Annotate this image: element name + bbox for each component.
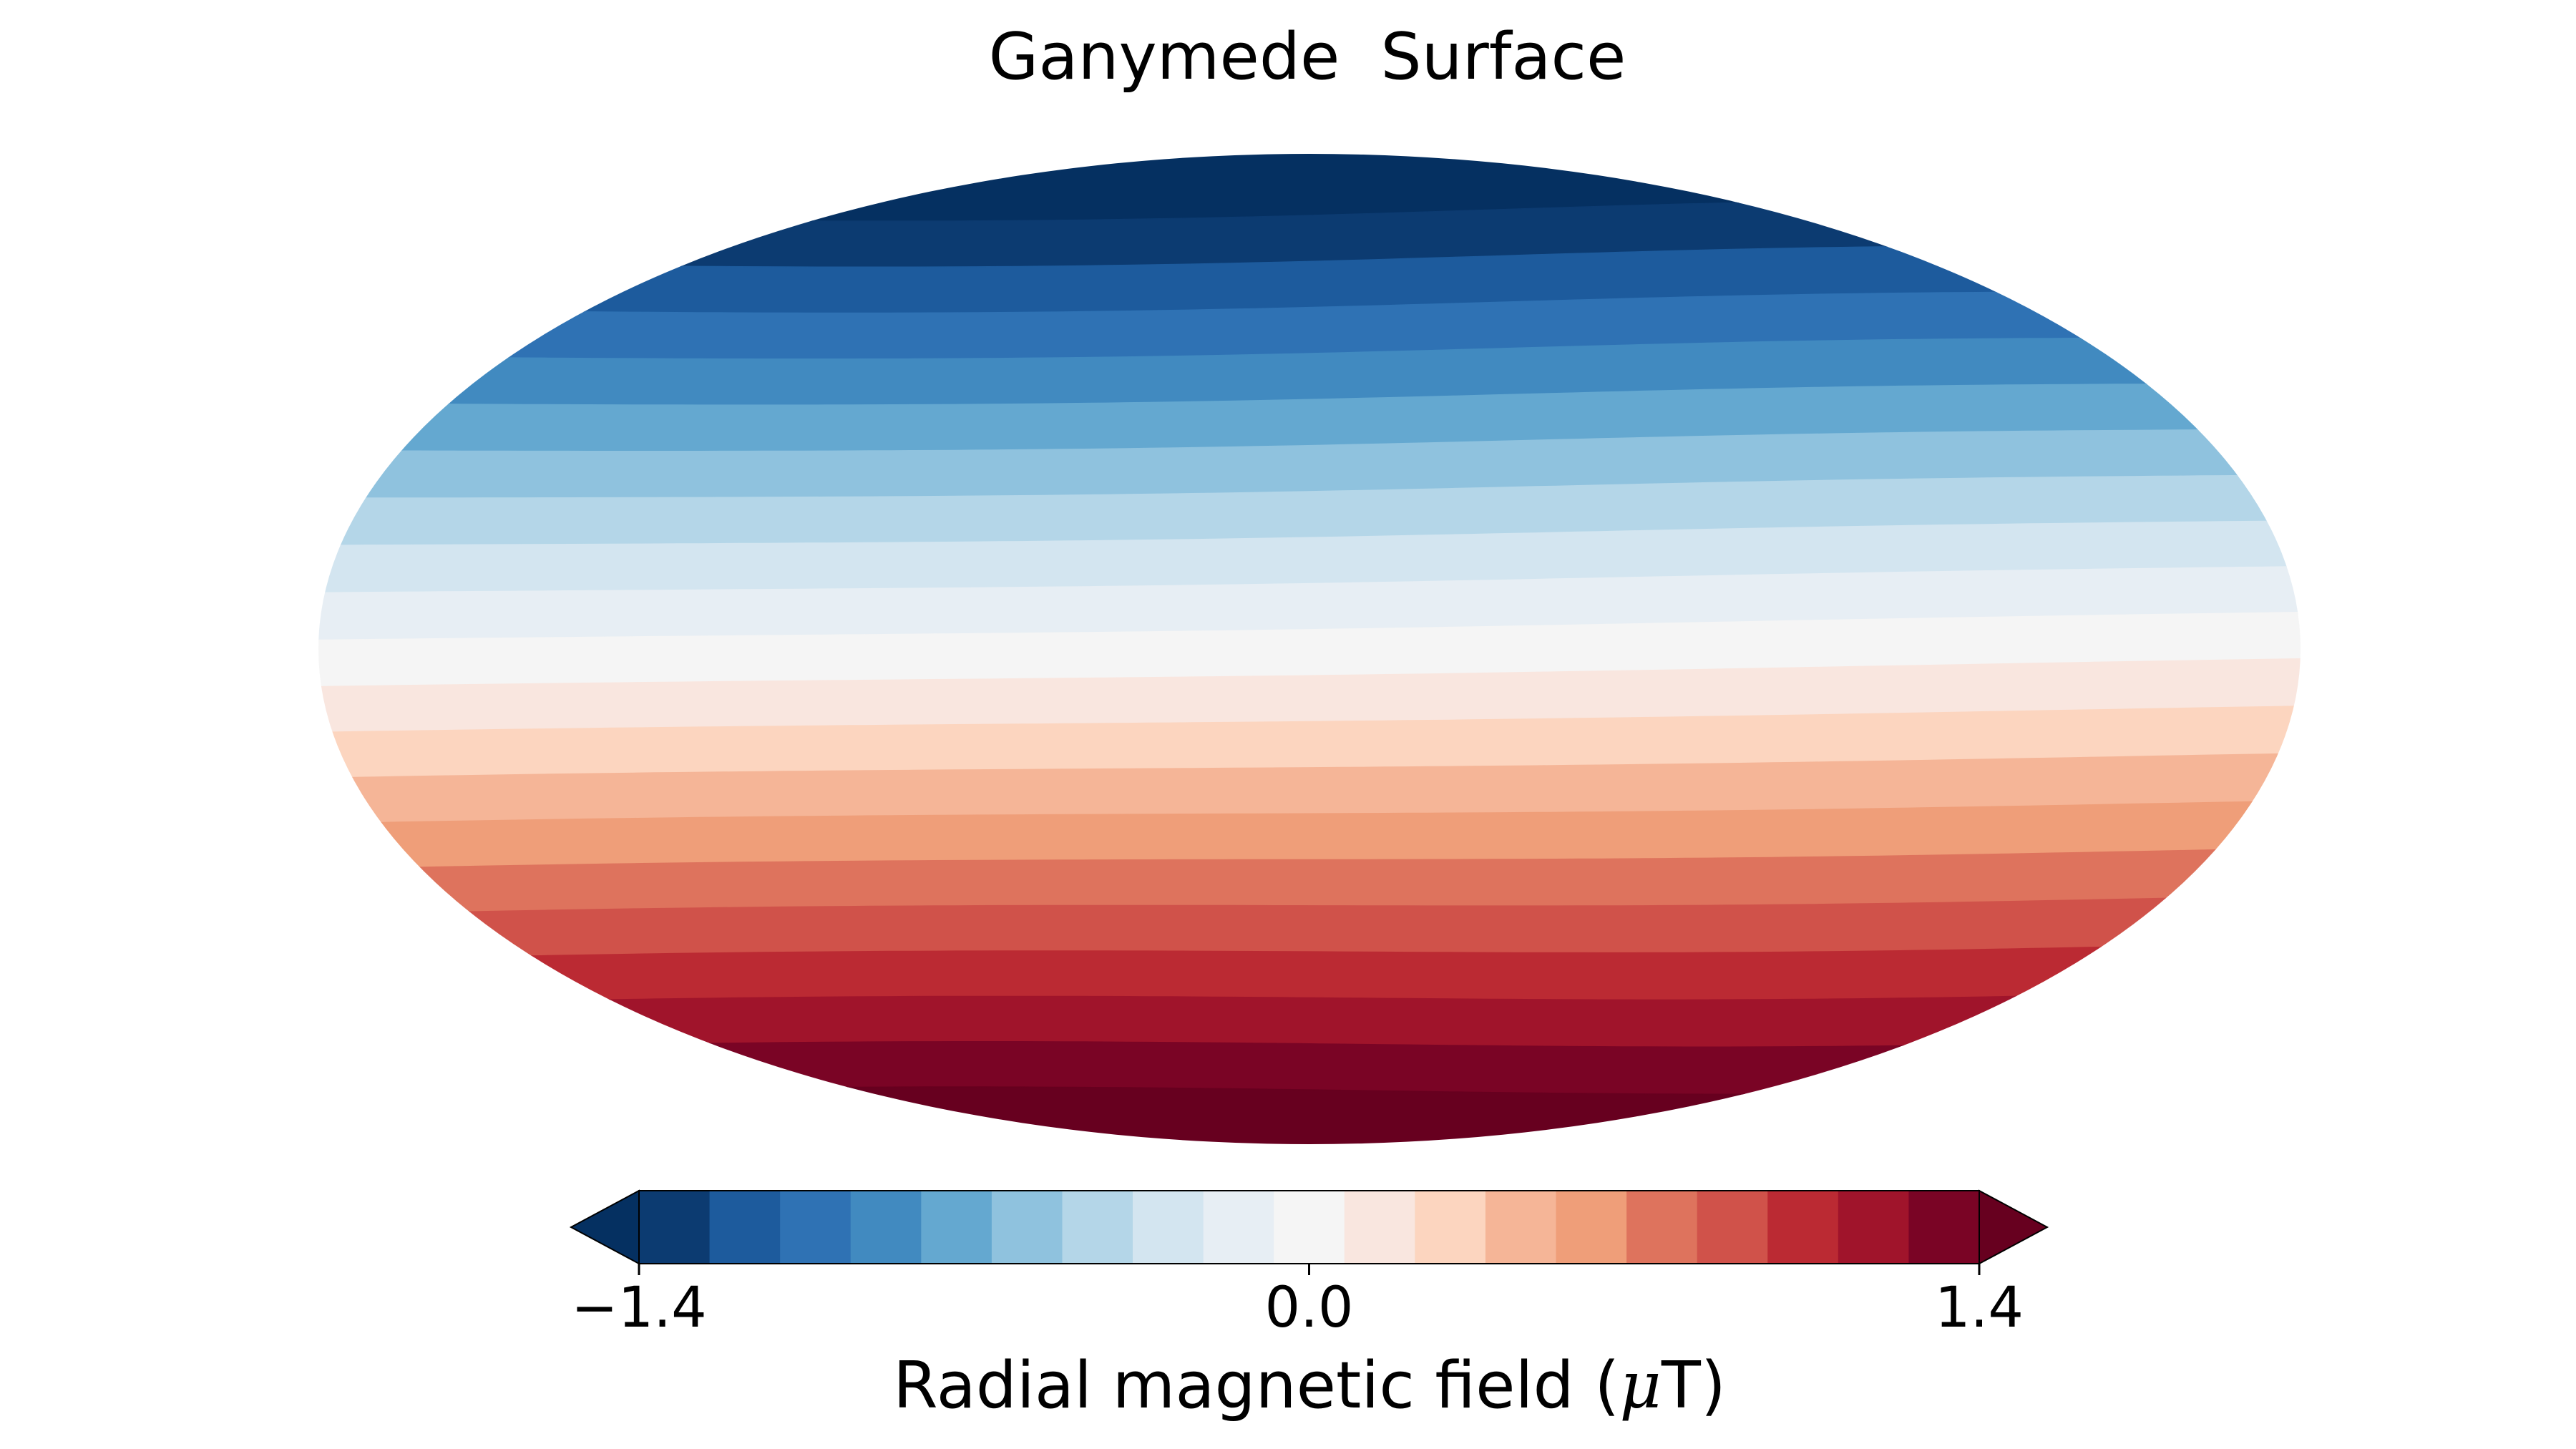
mollweide-contour-map (318, 154, 2301, 1144)
colorbar-segment-17 (1838, 1191, 1910, 1264)
contour-band-0 (318, 154, 2301, 222)
colorbar-segment-9 (1274, 1191, 1345, 1264)
contour-band-19 (318, 1037, 2301, 1099)
colorbar-segment-0 (639, 1191, 711, 1264)
colorbar-extend-min (569, 1189, 640, 1265)
colorbar-segment-5 (991, 1191, 1063, 1264)
colorbar-tick-label-0: −1.4 (571, 1276, 706, 1340)
colorbar-segment-15 (1697, 1191, 1768, 1264)
colorbar-segment-13 (1556, 1191, 1627, 1264)
colorbar-segment-1 (709, 1191, 781, 1264)
chart-title: Ganymede Surface (989, 19, 1626, 94)
colorbar-segment-10 (1344, 1191, 1415, 1264)
colorbar-segment-11 (1415, 1191, 1486, 1264)
colorbar-segment-16 (1767, 1191, 1839, 1264)
colorbar-segment-12 (1485, 1191, 1557, 1264)
colorbar-segment-2 (780, 1191, 852, 1264)
colorbar-segment-7 (1133, 1191, 1204, 1264)
contour-band-20 (318, 1084, 2301, 1144)
colorbar-segment-3 (850, 1191, 922, 1264)
contour-band-18 (318, 989, 2301, 1053)
colorbar-segment-8 (1203, 1191, 1274, 1264)
colorbar-extend-max (1979, 1189, 2049, 1265)
colorbar-tick-label-2: 1.4 (1935, 1276, 2024, 1340)
colorbar-label-mu: μ (1619, 1348, 1662, 1423)
colorbar-label: Radial magnetic field (μT) (893, 1348, 1726, 1423)
colorbar-segment-4 (921, 1191, 992, 1264)
colorbar-tick-label-1: 0.0 (1264, 1276, 1353, 1340)
colorbar-segment-14 (1626, 1191, 1698, 1264)
colorbar: −1.4 0.0 1.4 (569, 1189, 2049, 1340)
colorbar-segment-6 (1062, 1191, 1133, 1264)
colorbar-label-part-1: Radial magnetic field ( (893, 1348, 1619, 1423)
colorbar-segment-18 (1908, 1191, 1980, 1264)
colorbar-label-part-2: T) (1661, 1348, 1726, 1423)
